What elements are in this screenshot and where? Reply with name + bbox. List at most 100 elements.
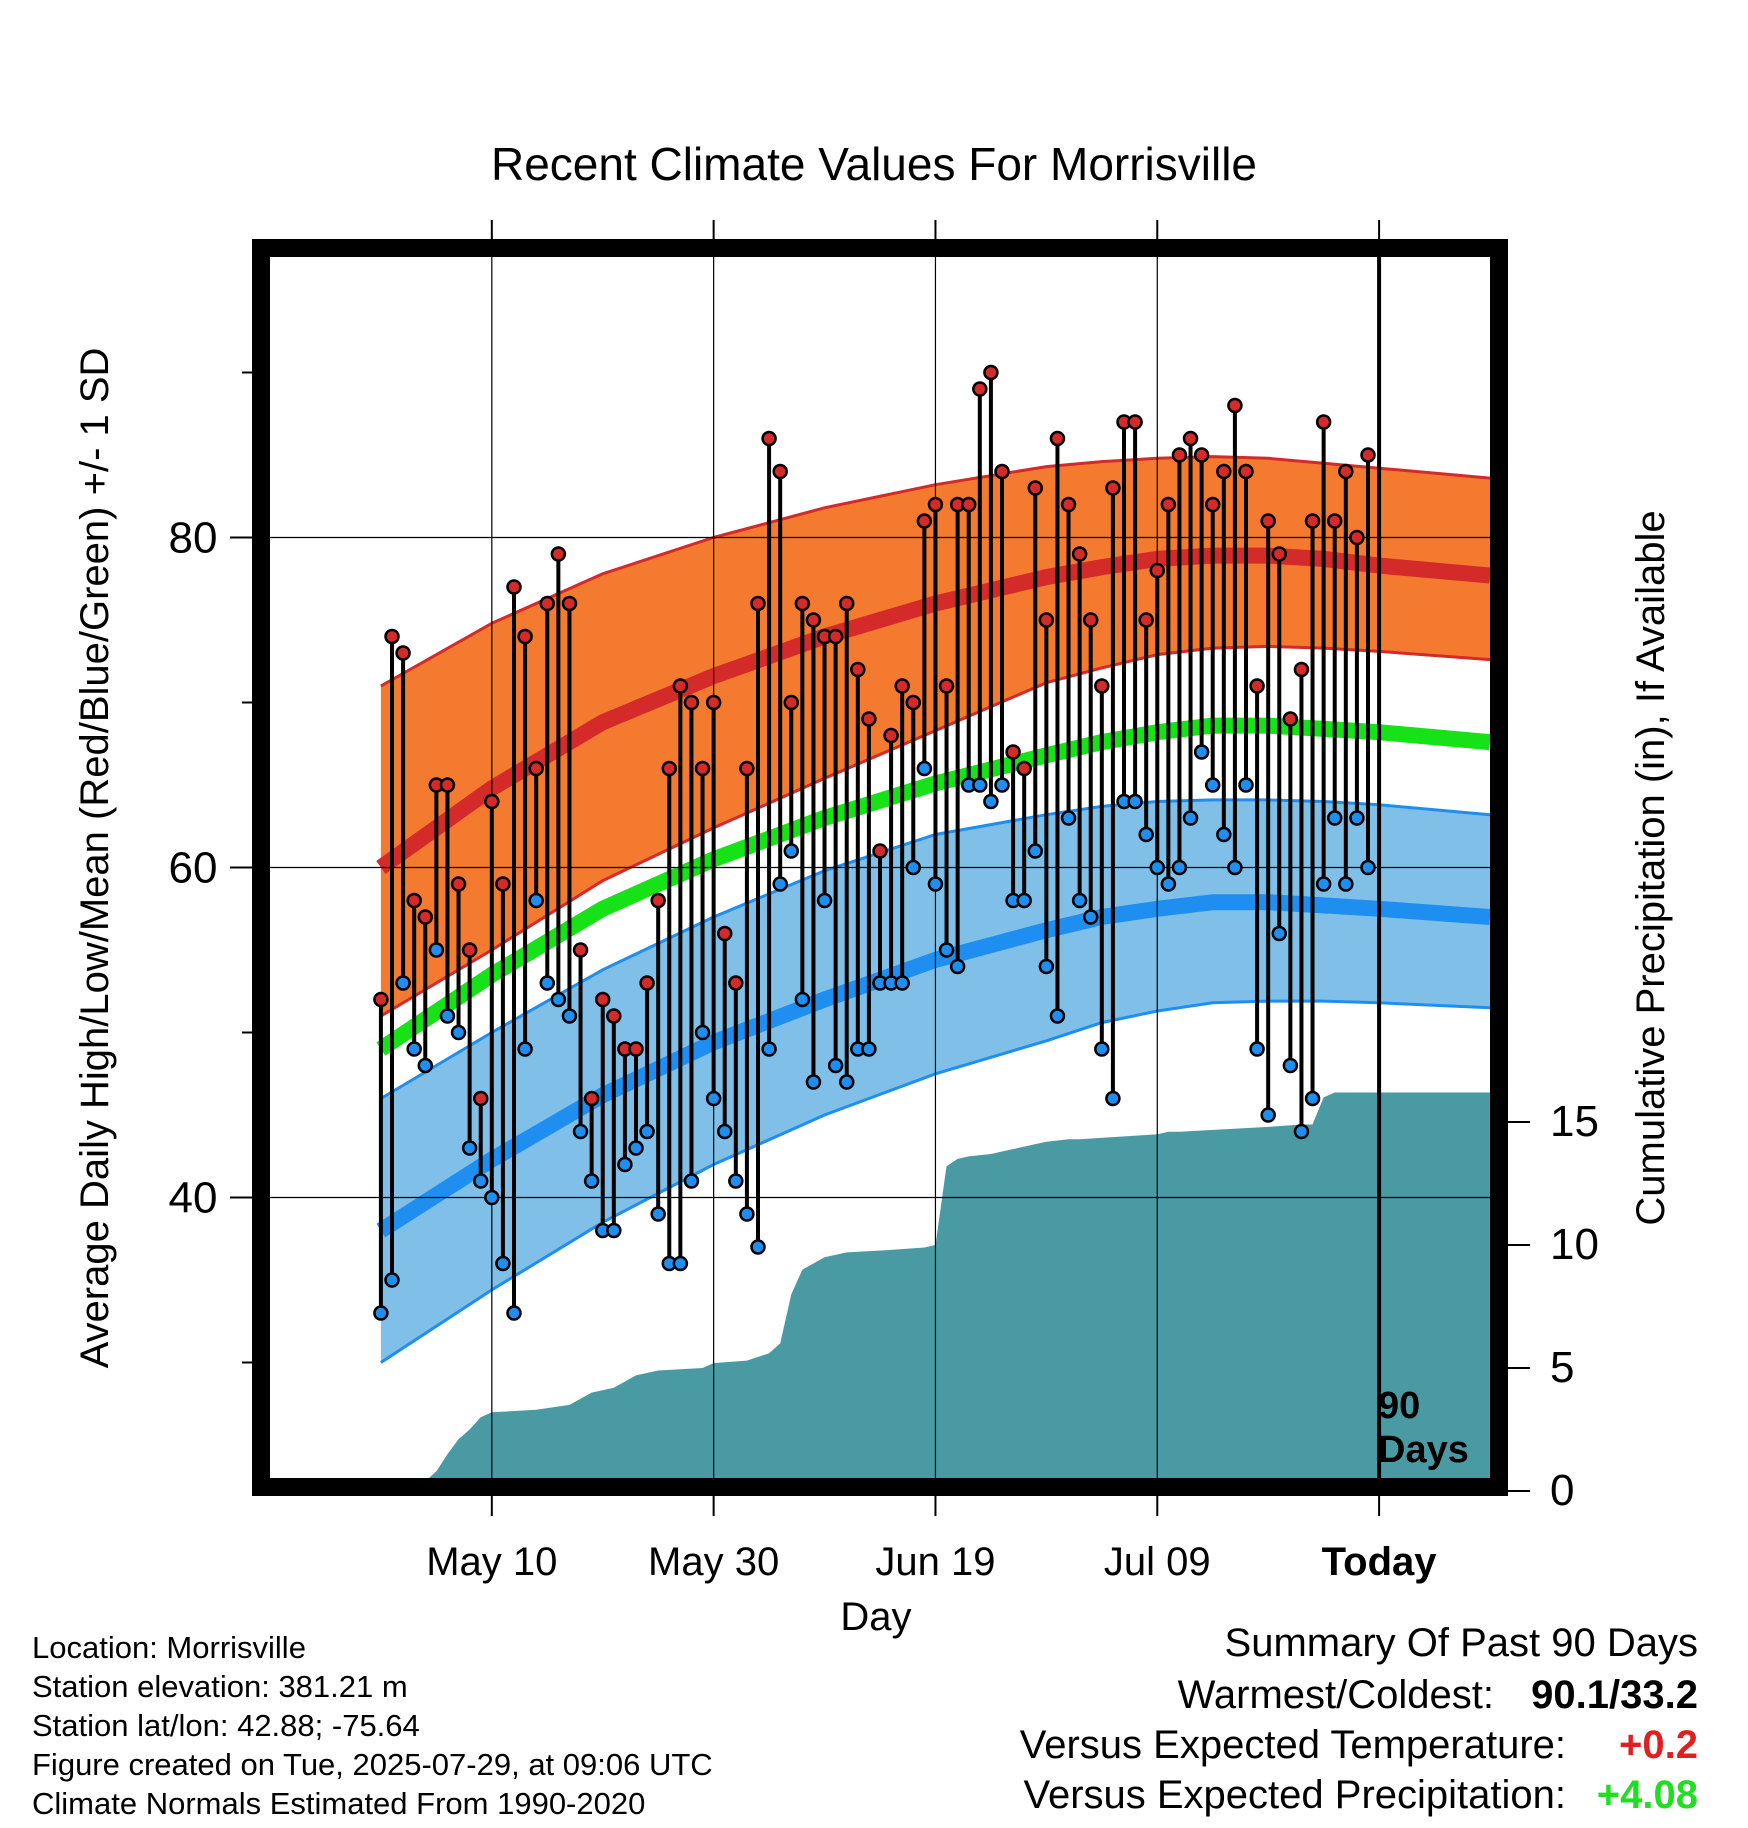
daily-low-point	[894, 975, 910, 991]
daily-low-point	[905, 859, 922, 876]
daily-low-point	[1249, 1041, 1265, 1057]
daily-low-point	[617, 1156, 633, 1173]
daily-low-point	[428, 942, 445, 958]
daily-low-point	[1027, 843, 1044, 859]
daily-high-point	[1338, 463, 1354, 480]
daily-low-point	[994, 777, 1010, 793]
daily-low-point	[639, 1123, 655, 1140]
daily-high-point	[650, 892, 666, 909]
daily-low-point	[672, 1255, 689, 1272]
daily-high-point	[938, 678, 955, 694]
summary-precip-value: +4.08	[1597, 1773, 1698, 1817]
daily-high-point	[1094, 678, 1110, 694]
daily-high-point	[772, 463, 788, 480]
daily-high-point	[561, 595, 578, 612]
y-left-tick-label: 60	[169, 844, 218, 893]
daily-low-point	[539, 975, 556, 991]
daily-high-point	[1216, 463, 1232, 480]
daily-low-point	[1160, 876, 1177, 892]
daily-high-point	[506, 579, 522, 595]
daily-low-point	[650, 1206, 666, 1222]
daily-low-point	[1360, 859, 1376, 876]
daily-high-point	[639, 975, 655, 991]
info-created: Figure created on Tue, 2025-07-29, at 09…	[32, 1747, 713, 1782]
daily-low-point	[1271, 925, 1288, 942]
daily-high-point	[495, 876, 511, 892]
daily-low-point	[805, 1074, 822, 1090]
daily-low-point	[938, 942, 955, 958]
daily-low-point	[439, 1008, 456, 1024]
daily-low-point	[561, 1008, 578, 1024]
daily-high-point	[1105, 480, 1121, 496]
summary-temp-label: Versus Expected Temperature:	[1020, 1723, 1566, 1767]
daily-low-point	[583, 1173, 600, 1189]
daily-low-point	[1304, 1090, 1321, 1107]
precipitation-area	[414, 1092, 1490, 1478]
today-days-count: 90	[1378, 1385, 1420, 1427]
daily-low-point	[406, 1041, 422, 1057]
daily-high-point	[572, 942, 589, 958]
daily-high-point	[850, 661, 866, 678]
daily-high-point	[417, 909, 434, 925]
daily-high-point	[1038, 612, 1055, 628]
y-left-tick-label: 80	[169, 514, 218, 563]
daily-high-point	[750, 595, 766, 612]
low-sd-band	[380, 799, 1490, 1363]
info-location: Location: Morrisville	[32, 1630, 306, 1665]
daily-low-point	[1282, 1057, 1299, 1074]
daily-low-point	[417, 1057, 434, 1074]
daily-low-point	[450, 1024, 467, 1041]
daily-low-point	[827, 1057, 844, 1074]
high-upper-edge	[380, 455, 1490, 688]
info-elevation: Station elevation: 381.21 m	[32, 1669, 408, 1704]
daily-low-point	[949, 958, 966, 975]
daily-low-point	[495, 1255, 511, 1272]
info-latlon: Station lat/lon: 42.88; -75.64	[32, 1708, 420, 1743]
daily-high-point	[683, 694, 700, 711]
summary-heading: Summary Of Past 90 Days	[1225, 1621, 1698, 1665]
daily-low-point	[484, 1189, 500, 1206]
daily-high-point	[705, 694, 722, 711]
daily-high-point	[761, 430, 777, 447]
daily-high-point	[783, 694, 800, 711]
x-tick-label: Jun 19	[875, 1540, 995, 1584]
daily-high-point	[1082, 612, 1099, 628]
daily-low-point	[816, 892, 833, 909]
info-normals: Climate Normals Estimated From 1990-2020	[32, 1786, 645, 1821]
y-axis-right-title: Cumulative Precipitation (in), If Availa…	[1629, 510, 1673, 1225]
daily-high-point	[517, 628, 533, 645]
today-days-label: Days	[1378, 1429, 1469, 1471]
daily-low-point	[1105, 1090, 1121, 1107]
daily-low-point	[1038, 958, 1055, 975]
daily-low-point	[683, 1173, 700, 1189]
daily-low-point	[517, 1041, 533, 1057]
axes: May 10 May 30 Jun 19 Jul 09 Today 40 60 80 0 5 10 1…	[169, 220, 1599, 1584]
daily-low-point	[1238, 777, 1254, 793]
daily-low-point	[1315, 876, 1332, 892]
daily-low-point	[716, 1123, 733, 1140]
daily-low-point	[1171, 859, 1188, 876]
daily-high-point	[583, 1090, 600, 1107]
daily-high-point	[1293, 661, 1310, 678]
daily-low-point	[572, 1123, 589, 1140]
daily-high-point	[728, 975, 744, 991]
daily-high-point	[1149, 562, 1166, 579]
chart-title: Recent Climate Values For Morrisville	[491, 138, 1257, 190]
daily-low-point	[983, 793, 999, 810]
daily-high-point	[539, 595, 556, 612]
daily-high-point	[528, 760, 544, 777]
daily-low-point	[1049, 1008, 1066, 1024]
daily-low-point	[916, 760, 933, 777]
precip-cumulative-area	[414, 1092, 1490, 1478]
daily-low-point	[1326, 810, 1343, 826]
summary-warm-cold-value: 90.1/33.2	[1531, 1673, 1698, 1717]
y-right-tick-label: 0	[1550, 1466, 1574, 1515]
daily-high-point	[672, 678, 689, 694]
daily-high-point	[739, 760, 755, 777]
daily-high-point	[1282, 711, 1299, 727]
daily-high-point	[661, 760, 678, 777]
daily-low-point	[472, 1173, 489, 1189]
daily-high-point	[1182, 430, 1199, 447]
daily-high-point	[872, 843, 888, 859]
